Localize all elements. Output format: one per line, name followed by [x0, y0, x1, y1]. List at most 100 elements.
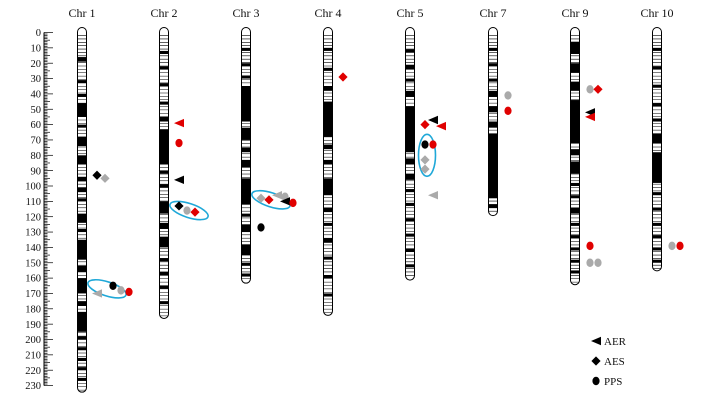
- scale-tick-label: 50: [31, 105, 42, 116]
- scale-tick-label: 220: [25, 366, 41, 377]
- dense-band: [241, 178, 251, 205]
- dense-band: [570, 207, 580, 214]
- marker-red-circle: [504, 106, 512, 115]
- marker-gray-circle: [117, 286, 125, 295]
- dense-band: [570, 247, 580, 251]
- chromosome-label: Chr 2: [151, 6, 178, 20]
- dense-band: [652, 133, 662, 144]
- scale-tick-label: 60: [31, 120, 42, 131]
- dense-band: [652, 103, 662, 107]
- dense-band: [77, 336, 87, 340]
- scale-tick-label: 20: [31, 59, 42, 70]
- marker-black-circle: [109, 281, 117, 290]
- cluster-ring: [169, 200, 209, 221]
- chromosome-label: Chr 3: [233, 6, 260, 20]
- dense-band: [405, 78, 415, 82]
- dense-band: [570, 81, 580, 91]
- dense-band: [405, 173, 415, 180]
- dense-band: [405, 189, 415, 193]
- scale-tick-label: 190: [25, 320, 41, 331]
- dense-band: [241, 47, 251, 51]
- marker-red-triangle: [436, 121, 446, 131]
- legend-label: AES: [604, 356, 625, 368]
- scale-tick-label: 180: [25, 304, 41, 315]
- chromosome-label: Chr 5: [397, 6, 424, 20]
- scale-tick-label: 110: [26, 197, 41, 208]
- dense-band: [323, 178, 333, 196]
- dense-band: [241, 147, 251, 153]
- scale-tick-label: 170: [25, 289, 41, 300]
- dense-band: [570, 235, 580, 239]
- marker-black-triangle: [428, 115, 438, 125]
- dense-band: [323, 86, 333, 91]
- marker-red-circle: [586, 241, 594, 251]
- dense-band: [241, 244, 251, 256]
- dense-band: [323, 238, 333, 243]
- dense-band: [405, 49, 415, 53]
- scale-tick-label: 70: [31, 136, 42, 147]
- marker-gray-diamond: [420, 164, 430, 174]
- dense-band: [652, 247, 662, 251]
- chromosome-chr-10: Chr 10: [641, 6, 674, 272]
- scale-tick-label: 90: [31, 166, 42, 177]
- dense-band: [159, 66, 169, 70]
- dense-band: [570, 259, 580, 263]
- chromosome-chr-9: Chr 9: [562, 6, 589, 286]
- marker-gray-triangle: [428, 191, 438, 200]
- marker-red-diamond: [264, 195, 274, 205]
- scale-tick-label: 10: [31, 43, 42, 54]
- dense-band: [570, 100, 580, 144]
- dense-band: [323, 222, 333, 226]
- dense-band: [405, 90, 415, 97]
- dense-band: [159, 201, 169, 214]
- dense-band: [159, 83, 169, 87]
- marker-gray-circle: [594, 258, 602, 267]
- chromosome-outline: [323, 27, 333, 316]
- chromosome-outline: [652, 27, 662, 272]
- dense-band: [488, 90, 498, 97]
- legend: AER AES PPS: [591, 336, 627, 388]
- dense-band: [570, 41, 580, 54]
- chromosome-outline: [570, 27, 580, 286]
- marker-clusters: [87, 133, 437, 299]
- marker-red-diamond: [338, 72, 348, 82]
- chromosome-outline: [488, 27, 498, 217]
- dense-band: [405, 158, 415, 165]
- dense-band: [159, 116, 169, 122]
- marker-black-triangle: [174, 175, 184, 185]
- chromosome-body: [77, 27, 87, 393]
- marker-gray-diamond: [420, 155, 430, 165]
- dense-band: [77, 377, 87, 381]
- dense-band: [652, 118, 662, 122]
- dense-band: [570, 270, 580, 274]
- cluster-ring: [417, 133, 437, 178]
- dense-band: [159, 285, 169, 289]
- markers: [92, 72, 684, 298]
- chromosome-label: Chr 4: [315, 6, 342, 20]
- dense-band: [488, 47, 498, 51]
- dense-band: [323, 159, 333, 165]
- dense-band: [77, 265, 87, 272]
- marker-red-circle: [175, 138, 183, 148]
- dense-band: [159, 271, 169, 276]
- dense-band: [652, 207, 662, 211]
- marker-gray-circle: [504, 91, 512, 100]
- marker-black-circle: [257, 223, 265, 232]
- scale-tick-label: 130: [25, 228, 41, 239]
- marker-gray-triangle: [272, 191, 282, 200]
- marker-red-triangle: [174, 118, 184, 128]
- chromosome-label: Chr 10: [641, 6, 674, 20]
- dense-band: [77, 80, 87, 84]
- dense-band: [570, 182, 580, 186]
- scale-tick-label: 200: [25, 335, 41, 346]
- dense-band: [570, 149, 580, 156]
- marker-red-diamond: [420, 120, 430, 130]
- marker-black-circle: [421, 140, 429, 149]
- dense-band: [77, 198, 87, 202]
- cm-scale: 0 10 20 30 40 50 60 70 80 90 100 110 120 130 140 150 160…: [25, 28, 53, 392]
- dense-band: [77, 278, 87, 294]
- dense-band: [77, 124, 87, 128]
- chromosome-chr-7: Chr 7: [480, 6, 507, 217]
- dense-band: [570, 63, 580, 73]
- dense-band: [159, 170, 169, 174]
